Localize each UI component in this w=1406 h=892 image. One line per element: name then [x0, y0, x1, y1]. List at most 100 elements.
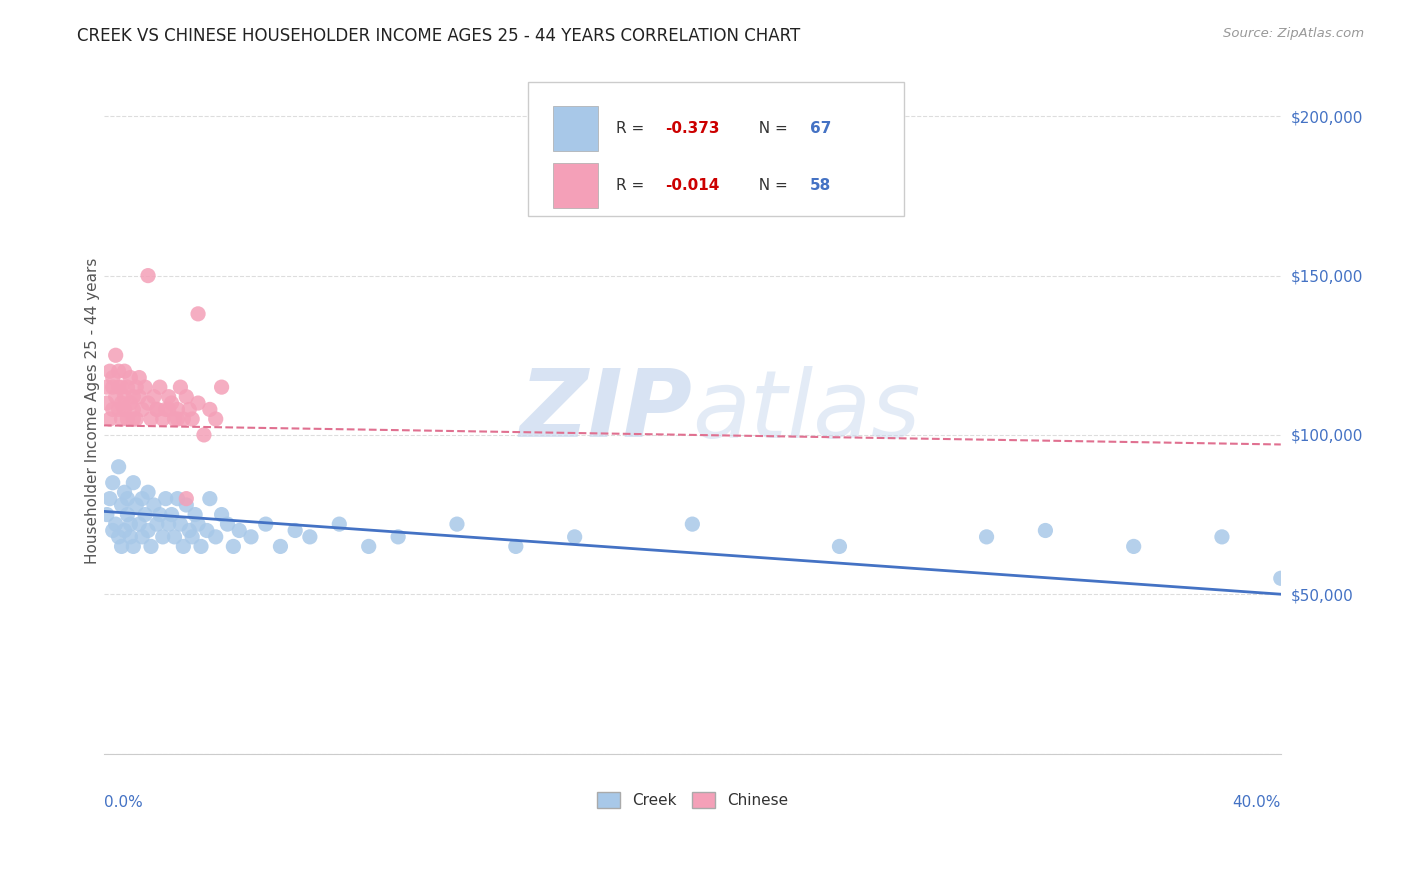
Point [160, 396, 183, 410]
Point [114, 485, 136, 500]
Point [166, 412, 188, 426]
Point [120, 396, 142, 410]
Point [114, 402, 136, 417]
Text: 58: 58 [810, 178, 831, 193]
Point [117, 412, 139, 426]
Point [1122, 540, 1144, 554]
Point [179, 524, 201, 538]
Point [110, 540, 132, 554]
Point [166, 491, 188, 506]
Point [125, 412, 148, 426]
Point [107, 364, 129, 378]
Point [101, 475, 124, 490]
Text: R =: R = [616, 178, 650, 193]
Point [98, 412, 121, 426]
Point [828, 540, 851, 554]
Point [187, 307, 209, 321]
Point [976, 530, 998, 544]
Point [107, 530, 129, 544]
Point [190, 540, 212, 554]
Point [157, 402, 180, 417]
Point [181, 530, 204, 544]
Point [131, 491, 153, 506]
Text: CREEK VS CHINESE HOUSEHOLDER INCOME AGES 25 - 44 YEARS CORRELATION CHART: CREEK VS CHINESE HOUSEHOLDER INCOME AGES… [77, 27, 800, 45]
Legend: Creek, Chinese: Creek, Chinese [591, 786, 794, 814]
Point [211, 380, 233, 394]
Point [172, 540, 194, 554]
Point [204, 530, 226, 544]
Point [505, 540, 527, 554]
Point [104, 390, 127, 404]
Point [101, 380, 124, 394]
Point [157, 517, 180, 532]
Point [681, 517, 703, 532]
Point [136, 268, 159, 283]
Point [1211, 530, 1233, 544]
FancyBboxPatch shape [527, 82, 904, 216]
Point [117, 491, 139, 506]
FancyBboxPatch shape [554, 106, 598, 151]
Point [122, 540, 145, 554]
Point [107, 402, 129, 417]
Point [357, 540, 380, 554]
Text: 0.0%: 0.0% [104, 795, 142, 810]
Point [187, 396, 209, 410]
Point [120, 517, 142, 532]
Point [198, 402, 221, 417]
Point [146, 402, 169, 417]
Point [122, 390, 145, 404]
Point [128, 390, 150, 404]
Point [193, 428, 215, 442]
FancyBboxPatch shape [554, 163, 598, 208]
Text: ZIP: ZIP [519, 365, 692, 457]
Point [149, 380, 172, 394]
Point [387, 530, 409, 544]
Point [104, 348, 127, 362]
Point [114, 390, 136, 404]
Point [104, 517, 127, 532]
Point [155, 491, 177, 506]
Point [122, 475, 145, 490]
Point [217, 517, 239, 532]
Point [169, 380, 191, 394]
Point [131, 402, 153, 417]
Point [174, 498, 197, 512]
Point [139, 412, 162, 426]
Point [134, 380, 156, 394]
Point [125, 380, 148, 394]
Point [222, 540, 245, 554]
Point [160, 508, 183, 522]
Point [122, 402, 145, 417]
Point [163, 530, 186, 544]
Point [157, 390, 180, 404]
Point [195, 524, 218, 538]
Text: N =: N = [749, 121, 793, 136]
Point [120, 370, 142, 384]
Point [298, 530, 321, 544]
Point [240, 530, 263, 544]
Point [149, 508, 172, 522]
Text: 40.0%: 40.0% [1233, 795, 1281, 810]
Point [122, 412, 145, 426]
Point [284, 524, 307, 538]
Point [228, 524, 250, 538]
Point [131, 530, 153, 544]
Point [564, 530, 586, 544]
Point [163, 412, 186, 426]
Point [146, 517, 169, 532]
Point [184, 508, 207, 522]
Point [96, 508, 118, 522]
Point [136, 485, 159, 500]
Point [1270, 571, 1292, 585]
Point [187, 517, 209, 532]
Y-axis label: Householder Income Ages 25 - 44 years: Householder Income Ages 25 - 44 years [86, 258, 100, 565]
Point [152, 530, 174, 544]
Point [114, 364, 136, 378]
Point [134, 508, 156, 522]
Point [128, 370, 150, 384]
Point [211, 508, 233, 522]
Point [181, 412, 204, 426]
Point [172, 412, 194, 426]
Point [142, 498, 165, 512]
Point [98, 364, 121, 378]
